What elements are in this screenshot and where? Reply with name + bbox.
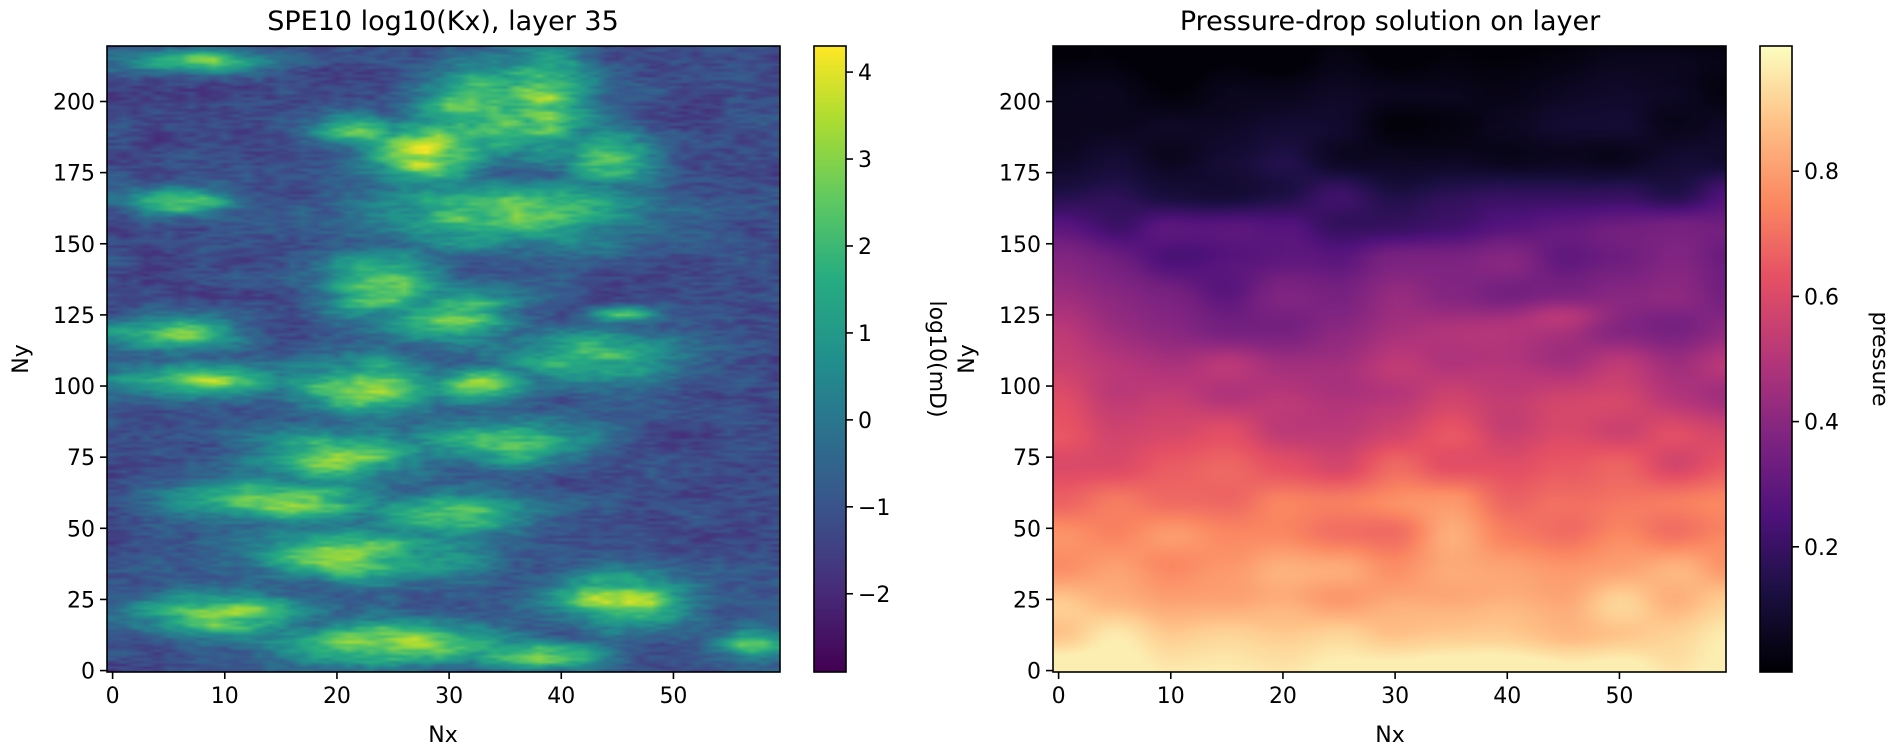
- y-axis-ticks: 0 25 50 75 100 125 150 175 200: [999, 90, 1053, 685]
- x-tick-label: 40: [1493, 684, 1521, 709]
- colorbar-gradient: [814, 46, 846, 672]
- colorbar-frame: [1759, 45, 1793, 673]
- x-axis-label: Nx: [1375, 723, 1404, 748]
- y-axis-label: Ny: [9, 344, 34, 373]
- colorbar-tick-label: 0.8: [1804, 160, 1839, 185]
- plot-frame: [1052, 45, 1727, 673]
- y-tick-label: 50: [67, 517, 95, 542]
- colorbar-tick-label: 0: [858, 409, 872, 434]
- x-tick-label: 0: [106, 684, 120, 709]
- y-tick-label: 125: [999, 304, 1041, 329]
- y-tick-label: 100: [999, 375, 1041, 400]
- plot-frame: [106, 45, 781, 673]
- colorbar-tick-label: 3: [858, 148, 872, 173]
- colorbar-tick-label: 2: [858, 235, 872, 260]
- heatmap-image: [1053, 46, 1726, 672]
- y-tick-label: 150: [999, 233, 1041, 258]
- colorbar: 0.2 0.4 0.6 0.8 pressure: [1759, 45, 1890, 673]
- colorbar-label: log10(mD): [924, 300, 949, 417]
- colorbar-ticks: 0.2 0.4 0.6 0.8: [1792, 160, 1839, 561]
- x-tick-label: 30: [435, 684, 463, 709]
- x-tick-label: 40: [547, 684, 575, 709]
- colorbar-label: pressure: [1867, 311, 1890, 406]
- colorbar-tick-label: 1: [858, 322, 872, 347]
- colorbar-tick-label: −2: [858, 583, 890, 608]
- y-tick-label: 75: [67, 446, 95, 471]
- x-tick-label: 30: [1381, 684, 1409, 709]
- y-tick-label: 25: [1013, 588, 1041, 613]
- x-axis-label: Nx: [428, 723, 457, 748]
- y-tick-label: 200: [999, 90, 1041, 115]
- colorbar-gradient: [1760, 46, 1792, 672]
- x-tick-label: 0: [1052, 684, 1066, 709]
- x-tick-label: 50: [1605, 684, 1633, 709]
- colorbar: −2 −1 0 1 2 3 4 log10(mD): [813, 45, 949, 673]
- chart-title: SPE10 log10(Kx), layer 35: [267, 6, 619, 37]
- y-tick-label: 200: [53, 90, 95, 115]
- colorbar-tick-label: 4: [858, 61, 872, 86]
- x-axis-ticks: 0 10 20 30 40 50: [106, 672, 687, 709]
- y-tick-label: 150: [53, 233, 95, 258]
- y-tick-label: 75: [1013, 446, 1041, 471]
- x-tick-label: 20: [323, 684, 351, 709]
- colorbar-tick-label: 0.2: [1804, 536, 1839, 561]
- y-tick-label: 50: [1013, 517, 1041, 542]
- chart-panel-permeability: SPE10 log10(Kx), layer 35 0 10 20 30 40 50 02…: [9, 6, 949, 748]
- chart-panel-pressure: Pressure-drop solution on layer 0 10 20 30 4…: [955, 6, 1890, 748]
- y-tick-label: 175: [53, 162, 95, 187]
- y-axis-ticks: 0 25 50 75 100 125 150 175 200: [53, 90, 107, 685]
- colorbar-tick-label: −1: [858, 496, 890, 521]
- x-tick-label: 10: [211, 684, 239, 709]
- chart-title: Pressure-drop solution on layer: [1180, 6, 1601, 37]
- y-tick-label: 100: [53, 375, 95, 400]
- y-tick-label: 175: [999, 162, 1041, 187]
- y-axis-label: Ny: [955, 344, 980, 373]
- colorbar-frame: [813, 45, 847, 673]
- colorbar-tick-label: 0.6: [1804, 285, 1839, 310]
- y-tick-label: 125: [53, 304, 95, 329]
- y-tick-label: 25: [67, 588, 95, 613]
- heatmap-image: [107, 46, 780, 672]
- y-tick-label: 0: [81, 660, 95, 685]
- colorbar-ticks: −2 −1 0 1 2 3 4: [846, 61, 890, 608]
- x-tick-label: 20: [1269, 684, 1297, 709]
- y-tick-label: 0: [1027, 660, 1041, 685]
- colorbar-tick-label: 0.4: [1804, 411, 1839, 436]
- x-axis-ticks: 0 10 20 30 40 50: [1052, 672, 1633, 709]
- x-tick-label: 10: [1157, 684, 1185, 709]
- x-tick-label: 50: [659, 684, 687, 709]
